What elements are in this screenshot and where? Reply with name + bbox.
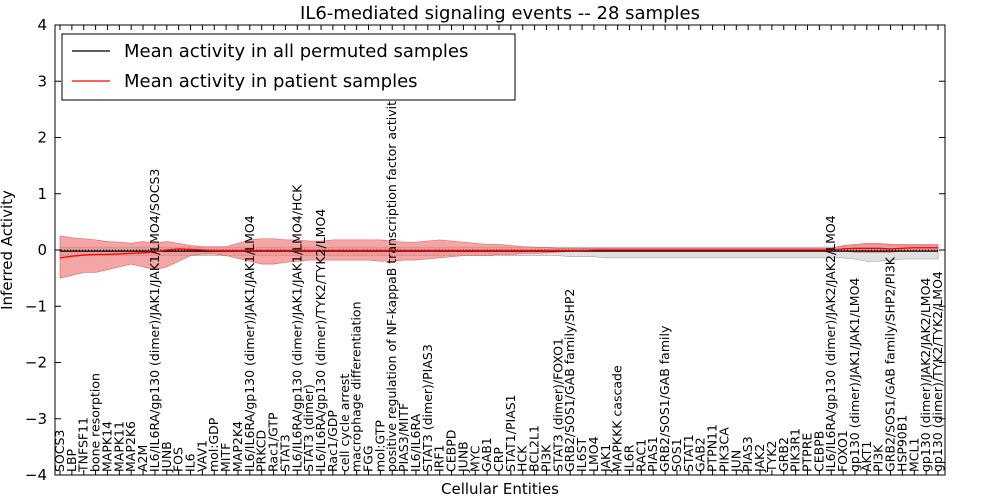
x-tick-label: gp130 (dimer)/JAK1/JAK1/LMO4 [847, 278, 862, 472]
x-tick-label: IL6 [183, 453, 198, 472]
x-tick-label: MITF [218, 443, 233, 472]
y-tick-label: 2 [37, 129, 47, 147]
y-tick-label: 1 [37, 185, 47, 203]
x-tick-label: FOXO1 [835, 430, 850, 472]
x-tick-label: IL6/IL6RA [408, 413, 423, 472]
y-tick-label: 3 [37, 72, 47, 90]
x-tick-label: STAT3 [277, 434, 292, 472]
x-tick-label: SOCS3 [52, 430, 67, 472]
x-tick-label: CEBPB [811, 431, 826, 472]
x-tick-label: MAPK14 [99, 421, 114, 472]
x-tick-label: mol:GDP [206, 417, 221, 472]
x-tick-label: gp130 (dimer)/TYK2/TYK2/LMO4 [930, 271, 945, 472]
x-tick-label: GRB2/SOS1/GAB family/SHP2 [562, 289, 577, 472]
x-tick-label: BCL2L1 [527, 425, 542, 472]
x-tick-label: IL6/IL6RA/gp130 (dimer)/JAK1/JAK1/LMO4/H… [289, 184, 304, 472]
x-tick-label: IRF1 [432, 444, 447, 472]
x-tick-label: gp130 (dimer)/JAK2/JAK2/LMO4 [918, 278, 933, 472]
y-tick-label: −2 [25, 354, 47, 372]
x-tick-label: PIK3CA [716, 427, 731, 472]
x-tick-label: JUNB [455, 441, 470, 473]
x-tick-label: FGG [360, 445, 375, 472]
y-tick-label: −1 [25, 297, 47, 315]
x-tick-label: IL6/IL6RA/gp130 (dimer)/JAK2/JAK2/LMO4 [823, 215, 838, 472]
x-tick-label: JUNB [159, 441, 174, 473]
x-tick-label: HSP90B1 [894, 415, 909, 472]
x-tick-label: positive regulation of NF-kappaB transcr… [384, 93, 399, 472]
series-lines [59, 247, 938, 259]
x-tick-label: STAT1 [681, 434, 696, 472]
x-tick-label: GRB2 [776, 437, 791, 472]
x-tick-label: PI3K [538, 444, 553, 472]
legend: Mean activity in all permuted samples Mea… [61, 33, 516, 101]
y-axis-label: Inferred Activity [0, 190, 16, 310]
x-tick-label: CEBPD [444, 430, 459, 472]
x-tick-label: MYC [467, 445, 482, 472]
x-tick-label: STAT3 (dimer)/PIAS3 [420, 344, 435, 472]
x-tick-label: PTPRE [799, 433, 814, 472]
x-tick-label: TNFSF11 [76, 417, 91, 473]
x-tick-label: MAP2K6 [123, 421, 138, 472]
x-tick-label: PTPN11 [705, 424, 720, 472]
x-tick-label: IL6/IL6RA/gp130 (dimer)/TYK2/TYK2/LMO4 [313, 209, 328, 472]
x-tick-label: STAT1/PIAS1 [503, 394, 518, 472]
x-tick-label: MAPKKK cascade [610, 365, 625, 472]
x-tick-label: IL6ST [574, 437, 589, 472]
legend-label-2: Mean activity in patient samples [124, 71, 418, 92]
x-tick-label: PI3K [871, 444, 886, 472]
x-tick-label: LMO4 [586, 436, 601, 472]
x-tick-label: CRP [491, 447, 506, 472]
y-axis: 4 3 2 1 0 −1 −2 −3 −4 [25, 16, 945, 484]
y-tick-label: −4 [25, 466, 47, 484]
x-tick-label: JUN [728, 450, 743, 473]
x-tick-label: mol:GTP [372, 420, 387, 472]
x-tick-label: HCK [515, 445, 530, 472]
x-tick-label: RAC1 [633, 439, 648, 472]
x-tick-label: IL6/IL6RA/gp130 (dimer)/JAK1/JAK1/LMO4/S… [147, 169, 162, 472]
chart-title: IL6-mediated signaling events -- 28 samp… [300, 3, 700, 24]
x-tick-label: MAPK11 [111, 421, 126, 472]
x-tick-label: bone resorption [88, 373, 103, 472]
x-tick-label: Rac1/GDP [325, 410, 340, 472]
x-tick-label: Rac1/GTP [266, 412, 281, 472]
y-tick-label: 4 [37, 16, 47, 34]
x-tick-label: IL6/IL6RA/gp130 (dimer)/JAK1/JAK1/LMO4 [242, 215, 257, 472]
x-tick-label: SOS1 [669, 438, 684, 472]
y-tick-label: 0 [37, 241, 47, 259]
legend-label-1: Mean activity in all permuted samples [124, 41, 468, 62]
x-tick-label: PRKCD [254, 430, 269, 472]
x-tick-label: GRB2/SOS1/GAB family/SHP2/PI3K [883, 256, 898, 472]
x-tick-label: cell cycle arrest [337, 374, 352, 472]
x-tick-label: VAV1 [194, 440, 209, 472]
x-tick-label: MCL1 [906, 438, 921, 472]
x-tick-label: STAT3 (dimer) [301, 384, 316, 472]
x-tick-label: TYK2 [764, 441, 779, 473]
x-tick-label: LBP [64, 448, 79, 472]
legend-box [61, 33, 516, 101]
x-tick-label: FOS [171, 447, 186, 472]
series-line-2 [59, 247, 938, 259]
x-tick-label: A2M [135, 445, 150, 472]
x-tick-label: PIK3R1 [788, 428, 803, 472]
x-tick-label: AKT1 [859, 441, 874, 472]
x-tick-label: macrophage differentiation [349, 301, 364, 472]
x-tick-label: STAT3 (dimer)/FOXO1 [550, 338, 565, 472]
x-tick-label: GAB2 [693, 437, 708, 472]
x-tick-label: JAK1 [598, 444, 613, 473]
x-tick-label: PIAS3/MITF [396, 403, 411, 472]
x-tick-label: IL6R [622, 444, 637, 472]
y-tick-label: −3 [25, 410, 47, 428]
plot-frame [54, 24, 946, 476]
x-tick-label: GRB2/SOS1/GAB family [657, 325, 672, 472]
x-tick-label: MAP2K4 [230, 421, 245, 472]
x-axis-label: Cellular Entities [441, 480, 559, 498]
x-tick-label: GAB1 [479, 437, 494, 472]
x-tick-label: JAK2 [752, 444, 767, 473]
x-tick-label: PIAS3 [740, 436, 755, 472]
x-tick-label: PIAS1 [645, 436, 660, 472]
